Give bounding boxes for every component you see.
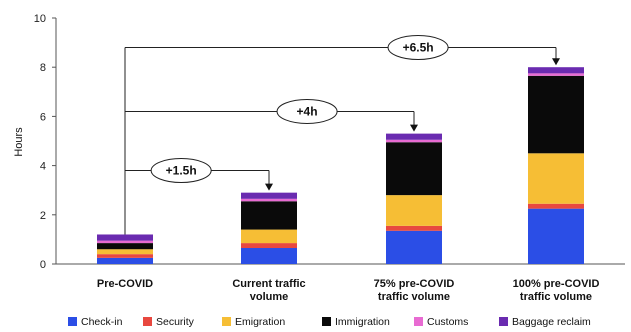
bar-segment bbox=[97, 240, 153, 244]
bar-segment bbox=[386, 133, 442, 140]
legend-label: Immigration bbox=[335, 316, 390, 328]
legend-label: Emigration bbox=[235, 316, 285, 328]
y-tick-label: 10 bbox=[34, 13, 46, 25]
bar-segment bbox=[386, 230, 442, 264]
category-label: Pre-COVID bbox=[97, 278, 153, 290]
annotation-label: +6.5h bbox=[403, 41, 434, 55]
legend-label: Security bbox=[156, 316, 195, 328]
annotation-bubble bbox=[150, 158, 212, 184]
bar-stack bbox=[97, 234, 153, 264]
legend-item: Baggage reclaim bbox=[499, 316, 591, 328]
y-tick-label: 2 bbox=[40, 210, 46, 222]
bar-segment bbox=[528, 203, 584, 209]
category-label: 100% pre-COVID bbox=[513, 278, 600, 290]
legend-label: Customs bbox=[427, 316, 468, 328]
bar-stack bbox=[386, 133, 442, 264]
legend-item: Emigration bbox=[222, 316, 285, 328]
legend-swatch bbox=[222, 317, 231, 326]
legend-item: Check-in bbox=[68, 316, 123, 328]
legend-swatch bbox=[499, 317, 508, 326]
legend-label: Baggage reclaim bbox=[512, 316, 591, 328]
bar-segment bbox=[241, 229, 297, 244]
bar-segment bbox=[528, 73, 584, 76]
arrow-head bbox=[552, 58, 560, 66]
category-label: Current traffic bbox=[232, 278, 305, 290]
category-label: traffic volume bbox=[520, 291, 592, 303]
annotation-label: +1.5h bbox=[166, 164, 197, 178]
y-tick-label: 8 bbox=[40, 62, 46, 74]
legend-item: Customs bbox=[414, 316, 468, 328]
legend-label: Check-in bbox=[81, 316, 123, 328]
bar-segment bbox=[386, 139, 442, 143]
bar-segment bbox=[241, 201, 297, 230]
bar-segment bbox=[528, 75, 584, 154]
bar-segment bbox=[528, 208, 584, 264]
annotation-label: +4h bbox=[297, 104, 318, 118]
category-label: traffic volume bbox=[378, 291, 450, 303]
bar-segment bbox=[97, 257, 153, 264]
bar-segment bbox=[97, 254, 153, 258]
bar-segment bbox=[97, 249, 153, 255]
bar-segment bbox=[386, 142, 442, 196]
legend-item: Security bbox=[143, 316, 195, 328]
bar-segment bbox=[97, 243, 153, 250]
bar-segment bbox=[97, 234, 153, 241]
bar-segment bbox=[241, 192, 297, 199]
annotations: +1.5h +4h +6.5h bbox=[124, 35, 560, 235]
legend-swatch bbox=[322, 317, 331, 326]
annotation-bubble bbox=[387, 35, 449, 61]
bar-stack bbox=[241, 192, 297, 264]
y-tick-label: 6 bbox=[40, 111, 46, 123]
bar-segment bbox=[386, 195, 442, 226]
bar-segment bbox=[241, 248, 297, 264]
y-axis-label: Hours bbox=[13, 127, 25, 157]
legend-swatch bbox=[414, 317, 423, 326]
bars bbox=[97, 67, 584, 264]
category-label: 75% pre-COVID bbox=[374, 278, 455, 290]
legend: Check-in Security Emigration Immigration Cus… bbox=[68, 316, 591, 328]
bar-segment bbox=[528, 153, 584, 204]
category-label: volume bbox=[250, 291, 289, 303]
arrow-head bbox=[265, 183, 273, 191]
annotation-bubble bbox=[276, 98, 338, 124]
bar-segment bbox=[528, 67, 584, 74]
legend-swatch bbox=[68, 317, 77, 326]
bar-stack bbox=[528, 67, 584, 264]
arrow-head bbox=[410, 124, 418, 132]
y-tick-label: 4 bbox=[40, 161, 46, 173]
bar-segment bbox=[241, 198, 297, 202]
bar-segment bbox=[386, 225, 442, 231]
y-tick-label: 0 bbox=[40, 259, 46, 271]
legend-swatch bbox=[143, 317, 152, 326]
bar-segment bbox=[241, 243, 297, 249]
legend-item: Immigration bbox=[322, 316, 390, 328]
